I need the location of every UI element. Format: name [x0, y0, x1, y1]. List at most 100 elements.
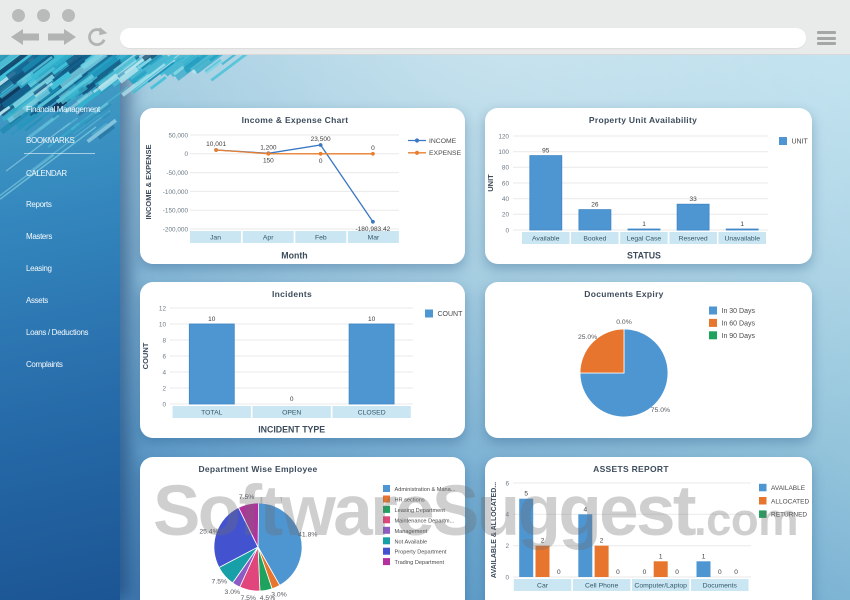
- bar[interactable]: [627, 228, 661, 231]
- data-point[interactable]: [371, 151, 375, 156]
- y-tick-label: 4: [505, 512, 509, 519]
- pie-legend-swatch[interactable]: [383, 505, 390, 513]
- status-category-label: Booked: [583, 236, 606, 243]
- back-arrow-icon[interactable]: [10, 28, 40, 46]
- bar[interactable]: [676, 203, 710, 231]
- pie-legend-swatch[interactable]: [383, 537, 390, 545]
- pie-legend-swatch[interactable]: [383, 547, 390, 555]
- window-dot-icon[interactable]: [62, 9, 75, 22]
- legend-marker: [414, 150, 420, 155]
- sidebar-item-leasing[interactable]: Leasing: [26, 264, 52, 273]
- pie-legend-swatch[interactable]: [383, 558, 390, 566]
- legend-label: INCOME: [429, 138, 457, 145]
- status-category-cell: [332, 406, 411, 418]
- pie-slice[interactable]: [579, 328, 625, 374]
- y-tick-label: 0: [184, 151, 188, 158]
- series-legend-swatch[interactable]: [425, 309, 433, 318]
- line-series-expense: [216, 149, 373, 155]
- bar[interactable]: [529, 155, 563, 231]
- y-tick-label: 2: [162, 385, 166, 392]
- series-legend-swatch[interactable]: [759, 483, 767, 492]
- status-category-label: Reserved: [679, 236, 708, 243]
- pie-legend-swatch[interactable]: [709, 331, 717, 340]
- asset-category-cell: [513, 579, 572, 591]
- status-category-cell: [522, 232, 570, 244]
- sidebar-divider: [24, 153, 95, 154]
- pie-legend-label: In 90 Days: [722, 333, 756, 340]
- data-point[interactable]: [371, 219, 375, 224]
- window-dot-icon[interactable]: [12, 9, 25, 22]
- pie-slice[interactable]: [213, 506, 259, 569]
- pie-legend-swatch[interactable]: [709, 318, 717, 327]
- status-category-label: TOTAL: [201, 410, 222, 417]
- x-axis-title: Month: [281, 251, 307, 261]
- chart-title-documents-expiry: Documents Expiry: [584, 289, 664, 299]
- y-axis-title: INCOME & EXPENSE: [144, 144, 153, 219]
- pie-slice[interactable]: [237, 502, 260, 548]
- data-point[interactable]: [214, 148, 218, 152]
- bar[interactable]: [578, 514, 593, 577]
- y-axis-title: COUNT: [141, 342, 150, 369]
- bar-value-label: 1: [659, 553, 663, 560]
- pie-percent-label: 3.0%: [225, 589, 241, 596]
- bar[interactable]: [348, 323, 395, 405]
- series-legend-swatch[interactable]: [759, 497, 767, 505]
- bar[interactable]: [653, 561, 668, 577]
- pie-legend-swatch[interactable]: [383, 516, 390, 524]
- data-point[interactable]: [318, 143, 323, 147]
- refresh-icon[interactable]: [86, 26, 108, 48]
- sidebar-item-financial-management[interactable]: Financial Management: [26, 105, 100, 114]
- pie-slice[interactable]: [579, 328, 669, 418]
- pie-percent-label: 0.0%: [616, 319, 632, 326]
- pie-legend-swatch[interactable]: [383, 526, 390, 534]
- sidebar-item-loans-deductions[interactable]: Loans / Deductions: [26, 327, 89, 337]
- sidebar-item-reports[interactable]: Reports: [26, 200, 52, 209]
- forward-arrow-icon[interactable]: [47, 28, 77, 46]
- pie-percent-label: 25.0%: [578, 334, 597, 341]
- y-tick-label: 0: [505, 574, 509, 581]
- data-label: -180,983.42: [356, 226, 391, 233]
- pie-legend-swatch[interactable]: [383, 495, 390, 503]
- pie-legend-swatch[interactable]: [709, 306, 717, 315]
- bar[interactable]: [188, 323, 235, 405]
- bar[interactable]: [578, 209, 612, 231]
- data-label: 1,200: [260, 144, 277, 151]
- pie-legend-label: HR sections: [395, 497, 425, 503]
- pie-legend-swatch[interactable]: [383, 485, 390, 492]
- browser-menu-icon[interactable]: [817, 31, 836, 45]
- chart-income-expense: 50,000 0 -50,000 -100,000 -150,000 -200,000 Ja…: [140, 108, 465, 264]
- bar[interactable]: [535, 545, 550, 577]
- series-legend-label: RETURNED: [771, 512, 807, 519]
- pie-slice[interactable]: [257, 502, 303, 586]
- chart-documents-expiry: 75.0% 25.0% 0.0% In 30 Days In 60 Days In 90 …: [485, 282, 812, 438]
- data-label: 23,500: [311, 136, 331, 143]
- sidebar-item-bookmarks[interactable]: BOOKMARKS: [26, 136, 75, 145]
- status-category-label: OPEN: [282, 410, 301, 417]
- chart-title-assets-report: ASSETS REPORT: [593, 464, 669, 474]
- data-point[interactable]: [318, 151, 323, 156]
- series-legend-swatch[interactable]: [779, 137, 787, 145]
- sidebar-item-assets[interactable]: Assets: [26, 295, 48, 305]
- sidebar-item-masters[interactable]: Masters: [26, 232, 52, 241]
- pie-percent-label: 41.8%: [298, 531, 317, 538]
- status-category-cell: [669, 232, 717, 244]
- window-dot-icon[interactable]: [37, 9, 50, 22]
- bar[interactable]: [725, 228, 759, 231]
- chart-title-department-employee: Department Wise Employee: [198, 464, 318, 474]
- bar-value-label: 10: [368, 316, 376, 323]
- asset-category-cell: [572, 579, 631, 591]
- pie-percent-label: 7.5%: [239, 494, 255, 501]
- sidebar-item-calendar[interactable]: CALENDAR: [26, 168, 67, 178]
- month-category-label: Feb: [315, 235, 327, 242]
- status-category-cell: [571, 232, 619, 244]
- bar[interactable]: [696, 561, 711, 577]
- bar[interactable]: [519, 498, 534, 577]
- data-point[interactable]: [266, 151, 271, 156]
- sidebar-item-complaints[interactable]: Complaints: [26, 359, 63, 369]
- asset-category-label: Cell Phone: [585, 583, 618, 590]
- url-address-bar[interactable]: [120, 28, 806, 48]
- bar[interactable]: [594, 545, 609, 577]
- series-legend-swatch[interactable]: [759, 510, 767, 518]
- status-category-label: Legal Case: [627, 236, 662, 243]
